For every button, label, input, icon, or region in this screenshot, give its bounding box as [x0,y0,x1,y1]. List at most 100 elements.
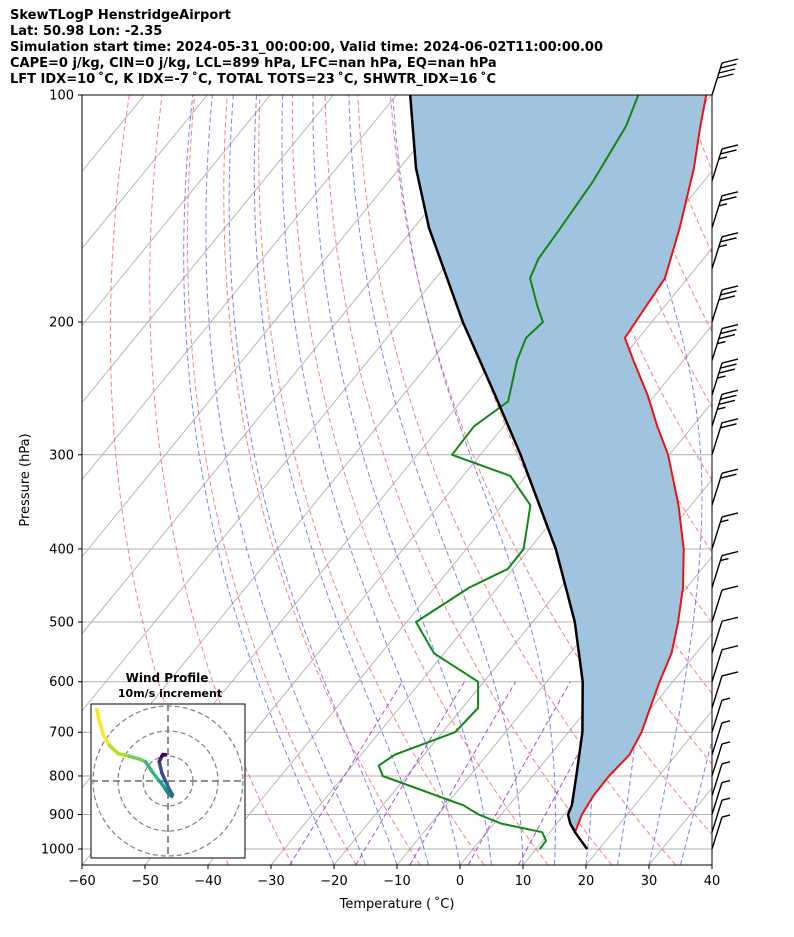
wind-barb-staff [711,743,723,777]
wind-barb-staff [711,589,723,623]
x-tick-label: −40 [194,874,221,889]
wind-barb-staff [711,700,723,733]
wind-barb [711,285,739,323]
moist-adiabat [183,95,335,865]
mixing-ratio-line [289,681,403,865]
moist-adiabat [348,95,524,865]
chart-title: SkewTLogP HenstridgeAirport [10,8,231,23]
dry-adiabat [749,95,794,865]
wind-barb-feather [721,323,739,330]
hodograph-trace-segment [157,760,164,775]
wind-barb-staff [711,195,723,228]
wind-barb-feather [721,285,739,291]
cape-shading [410,95,707,849]
y-tick-label: 1000 [41,843,74,858]
moist-adiabat [228,95,398,865]
wind-barb-feather [720,394,737,400]
wind-barb-feather [721,550,739,557]
wind-barb-staff [711,816,723,850]
wind-barb [711,697,731,733]
wind-barb-half-feather [717,375,726,379]
wind-barb [711,191,739,228]
y-tick-label: 400 [49,542,74,557]
isotherm-line [82,95,208,250]
y-tick-label: 900 [49,808,74,823]
isotherm-line [82,95,397,481]
wind-barb [711,418,739,455]
dry-adiabat [258,95,485,865]
wind-barb-feather [718,68,736,74]
wind-barb-half-feather [721,814,731,818]
wind-barb-half-feather [720,519,729,523]
wind-barb-feather [721,232,739,238]
dry-adiabat [292,95,549,865]
wind-barb [711,720,731,756]
wind-barb-feather [718,368,736,374]
x-tick-label: −50 [131,874,158,889]
x-axis-label: Temperature ( ˚C) [339,896,455,912]
wind-barb-feather [720,473,737,479]
wind-barb-staff [711,394,723,427]
wind-barb [711,585,739,623]
x-tick-label: 10 [515,874,532,889]
wind-barb-staff [711,621,723,654]
wind-barb [711,389,739,427]
wind-barb [711,512,739,550]
wind-barb-half-feather [721,797,731,801]
wind-barb-feather [721,58,739,64]
wind-barb-half-feather [721,720,731,724]
dry-adiabat [717,95,794,865]
wind-barb-half-feather [718,156,728,160]
wind-barb [711,58,739,96]
wind-barb-feather [717,73,734,79]
cin-shading-area [410,95,707,849]
wind-barb-feather [721,468,739,474]
wind-barb-feather [721,512,739,518]
wind-barb-feather [721,418,739,424]
moist-adiabat [205,95,366,865]
x-tick-label: 20 [578,874,595,889]
wind-barb-feather [721,645,739,651]
y-tick-label: 500 [49,616,74,631]
isotherm-line [459,555,712,865]
wind-barb-feather [720,237,737,243]
wind-barb-staff [711,675,723,709]
wind-barb-feather [721,585,739,591]
wind-barb-staff [711,148,723,182]
wind-barb-staff [711,649,723,682]
hodograph-plot [91,704,245,858]
axes: −60 −50 −40 −30 −20 −10 0 10 20 30 40 1000 900 800 700… [41,89,720,890]
dry-adiabat [187,95,357,865]
wind-barb [711,550,739,588]
hodograph-trace-segment [101,732,111,747]
wind-barb [711,814,731,850]
wind-barb-half-feather [717,340,726,345]
wind-barb [711,645,739,682]
y-tick-label: 700 [49,726,74,741]
x-tick-label: −30 [257,874,284,889]
mixing-ratio-line [467,681,571,865]
isotherm-line [82,95,334,404]
wind-barb-feather [718,295,736,301]
moist-adiabat [392,95,556,865]
hodograph-trace-segment [97,718,105,736]
wind-barb [711,468,739,506]
moist-adiabat [711,863,712,865]
wind-barb-staff [711,800,723,833]
y-tick-label: 300 [49,448,74,463]
y-tick-label: 200 [49,315,74,330]
wind-barb-staff [711,516,723,550]
wind-barb-half-feather [721,761,731,765]
wind-barb-half-feather [718,244,728,248]
wind-barb-feather [721,144,739,150]
y-tick-label: 800 [49,769,74,784]
wind-barb-staff [711,763,723,797]
location-label: Lat: 50.98 Lon: -2.35 [10,24,163,39]
wind-barb [711,671,739,709]
dry-adiabat [782,95,794,865]
wind-barb-staff [711,62,723,96]
wind-barb-half-feather [721,741,731,745]
wind-barb-feather [721,671,739,677]
isotherm-line [82,95,523,635]
wind-barb-feather [720,290,737,296]
